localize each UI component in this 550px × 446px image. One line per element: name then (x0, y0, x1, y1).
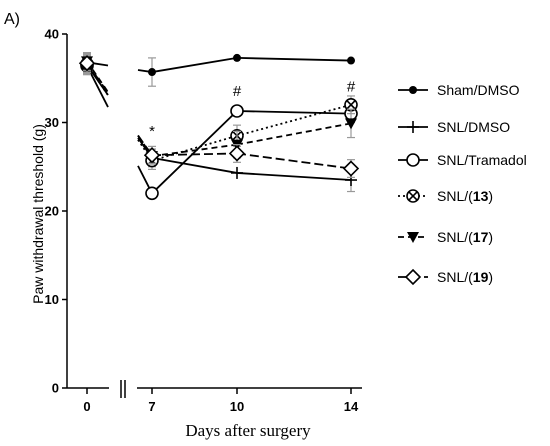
series-line-segment (151, 110, 238, 194)
data-point-shape (228, 145, 246, 162)
data-point-x2 (346, 100, 356, 110)
series-line-segment (151, 152, 238, 157)
legend-marker (406, 189, 420, 203)
legend-label: Sham/DMSO (437, 82, 520, 98)
y-axis-label: Paw withdrawal threshold (g) (30, 124, 46, 304)
y-tick-label: 40 (45, 27, 59, 42)
axes: 0 10 20 30 40 0 7 10 14 (45, 27, 362, 414)
significance-annotation: * (149, 123, 155, 140)
legend-item: SNL/(19) (398, 268, 493, 286)
series-line-segment (236, 172, 352, 181)
series-line-segment (86, 62, 109, 94)
data-point-shape (143, 147, 161, 164)
data-point (347, 56, 355, 65)
series-line-segment (236, 56, 352, 62)
y-tick-label: 30 (45, 115, 59, 130)
data-point (145, 186, 159, 201)
legend-item: Sham/DMSO (398, 82, 520, 98)
data-point-shape (345, 118, 357, 130)
series-layer (78, 51, 360, 201)
annotation-layer: * # # (149, 79, 356, 140)
y-tick-label: 10 (45, 292, 59, 307)
series-line-segment (151, 157, 238, 174)
series-line-segment (236, 152, 352, 170)
series-5 (78, 53, 360, 178)
legend-marker-shape (407, 232, 419, 243)
series-line-segment (151, 57, 238, 73)
x-tick-label: 7 (148, 399, 155, 414)
data-point (345, 118, 357, 130)
data-point (148, 68, 156, 77)
y-tick-label: 0 (52, 381, 59, 396)
legend-label: SNL/(19) (437, 269, 493, 285)
legend-label: SNL/(17) (437, 229, 493, 245)
data-point-shape (347, 56, 355, 65)
significance-annotation: # (233, 83, 242, 100)
legend-item: SNL/DMSO (398, 119, 510, 135)
legend-label: SNL/(13) (437, 188, 493, 204)
data-point (231, 166, 243, 179)
data-point (78, 55, 96, 72)
series-line-segment (236, 110, 352, 115)
series-0 (83, 52, 355, 87)
data-point-shape (233, 53, 241, 62)
series-4 (81, 51, 357, 164)
series-line-segment (236, 103, 352, 137)
legend-marker-shape (404, 268, 422, 286)
y-tick-label: 20 (45, 204, 59, 219)
x-axis-label: Days after surgery (185, 421, 311, 440)
data-point (342, 160, 360, 177)
legend-label: SNL/Tramadol (437, 152, 527, 168)
data-point-shape (78, 55, 96, 72)
legend-marker (409, 86, 417, 94)
legend-marker (407, 232, 419, 243)
data-point (143, 147, 161, 164)
series-line-segment (151, 134, 238, 162)
legend-marker (406, 153, 420, 167)
panel-label: A) (4, 11, 20, 28)
legend-marker (404, 268, 422, 286)
legend: Sham/DMSO SNL/DMSO SNL/Tramadol SNL/(13) SNL… (398, 82, 527, 286)
legend-marker-shape (409, 86, 417, 94)
significance-annotation: # (347, 79, 356, 96)
series-1 (81, 55, 357, 193)
data-point-shape (230, 104, 244, 118)
data-point (233, 53, 241, 62)
legend-label: SNL/DMSO (437, 119, 510, 135)
data-point-shape (148, 68, 156, 77)
legend-marker-shape (406, 153, 420, 167)
x-tick-label: 14 (344, 399, 359, 414)
legend-item: SNL/(13) (398, 188, 493, 204)
data-point (344, 98, 358, 112)
legend-marker (407, 121, 419, 133)
x-tick-label: 10 (230, 399, 244, 414)
legend-item: SNL/Tramadol (398, 152, 527, 168)
data-point-shape (145, 186, 159, 201)
legend-marker-x2 (408, 191, 418, 201)
data-point (228, 145, 246, 162)
data-point-shape (342, 160, 360, 177)
data-point (230, 104, 244, 118)
x-tick-label: 0 (83, 399, 90, 414)
legend-item: SNL/(17) (398, 229, 493, 245)
series-line-segment (236, 122, 352, 146)
